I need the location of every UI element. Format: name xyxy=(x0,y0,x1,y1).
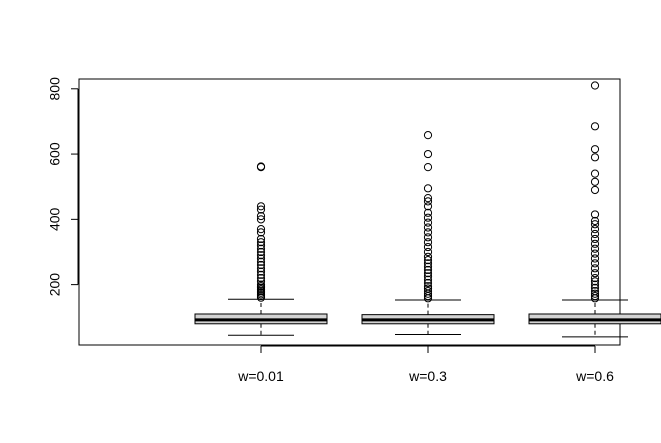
outlier-point xyxy=(423,284,433,293)
outlier-point xyxy=(423,213,433,222)
outlier-point xyxy=(423,269,433,278)
outlier-point xyxy=(423,163,433,172)
outlier-point xyxy=(423,194,433,203)
outlier-point xyxy=(590,273,600,283)
outlier-point xyxy=(590,239,600,248)
outlier-point xyxy=(423,247,433,257)
outlier-point xyxy=(423,228,433,237)
boxes-group xyxy=(194,81,661,338)
box-w=0.3 xyxy=(361,131,495,336)
outlier-point xyxy=(590,254,600,263)
outlier-point xyxy=(423,238,433,247)
outlier-point xyxy=(590,277,600,286)
outlier-point xyxy=(256,251,266,260)
outlier-point xyxy=(590,287,600,296)
outlier-point xyxy=(256,241,266,250)
outlier-point xyxy=(423,208,433,217)
outlier-point xyxy=(256,225,266,234)
outlier-point xyxy=(590,229,600,239)
outlier-point xyxy=(423,287,433,296)
y-tick-label: 800 xyxy=(47,77,63,101)
outlier-point xyxy=(256,260,266,270)
outlier-point xyxy=(590,244,600,253)
x-category-label: w=0.3 xyxy=(408,368,447,384)
outlier-point xyxy=(590,177,600,186)
outlier-point xyxy=(423,259,433,268)
outlier-point xyxy=(590,169,600,178)
outlier-point xyxy=(590,122,600,131)
outlier-point xyxy=(590,269,600,278)
outlier-point xyxy=(256,267,266,276)
x-category-label: w=0.01 xyxy=(237,368,284,384)
outlier-point xyxy=(256,273,266,283)
outlier-point xyxy=(256,215,266,224)
outlier-point xyxy=(423,265,433,275)
outlier-point xyxy=(423,262,433,271)
outlier-point xyxy=(423,197,433,206)
outlier-point xyxy=(590,264,600,273)
outlier-point xyxy=(590,289,600,298)
outlier-point xyxy=(256,264,266,273)
outlier-point xyxy=(590,210,600,219)
outlier-point xyxy=(590,283,600,292)
outlier-point xyxy=(256,280,266,289)
outlier-point xyxy=(423,223,433,232)
outlier-point xyxy=(590,153,600,162)
outlier-point xyxy=(256,202,266,211)
y-tick-label: 200 xyxy=(47,273,63,297)
outlier-point xyxy=(423,218,433,227)
outlier-point xyxy=(423,233,433,242)
outlier-point xyxy=(423,184,433,193)
outlier-point xyxy=(423,275,433,284)
outlier-point xyxy=(423,131,433,140)
box-w=0.6 xyxy=(528,81,661,338)
outlier-point xyxy=(590,259,600,268)
plot-frame xyxy=(78,78,621,346)
outlier-point xyxy=(256,247,266,257)
outlier-point xyxy=(423,256,433,265)
y-tick-label: 600 xyxy=(47,142,63,166)
outlier-point xyxy=(590,280,600,289)
box-w=0.01 xyxy=(194,162,328,336)
outlier-point xyxy=(256,234,266,244)
x-category-label: w=0.6 xyxy=(575,368,614,384)
outlier-point xyxy=(590,291,600,301)
outlier-point xyxy=(423,282,433,291)
outlier-point xyxy=(590,220,600,229)
outlier-point xyxy=(256,244,266,253)
outlier-point xyxy=(590,234,600,244)
outlier-point xyxy=(256,228,266,237)
outlier-point xyxy=(590,185,600,195)
outlier-point xyxy=(590,81,600,90)
outlier-point xyxy=(256,257,266,266)
y-axis: 200 400 600 800 xyxy=(47,77,79,297)
outlier-point xyxy=(590,249,600,258)
outlier-point xyxy=(256,211,266,221)
outlier-point xyxy=(423,202,433,211)
x-axis: w=0.01 w=0.3 w=0.6 xyxy=(237,345,614,384)
outlier-point xyxy=(256,270,266,279)
outlier-point xyxy=(423,252,433,261)
outlier-point xyxy=(256,254,266,263)
outlier-point xyxy=(423,242,433,252)
outlier-point xyxy=(256,162,266,171)
outlier-point xyxy=(256,277,266,286)
outlier-point xyxy=(423,278,433,288)
outlier-point xyxy=(423,272,433,281)
outlier-point xyxy=(590,145,600,154)
outlier-point xyxy=(256,238,266,247)
outlier-point xyxy=(590,225,600,234)
outlier-point xyxy=(256,205,266,214)
y-tick-label: 400 xyxy=(47,207,63,231)
outlier-point xyxy=(590,216,600,226)
outlier-point xyxy=(423,149,433,159)
